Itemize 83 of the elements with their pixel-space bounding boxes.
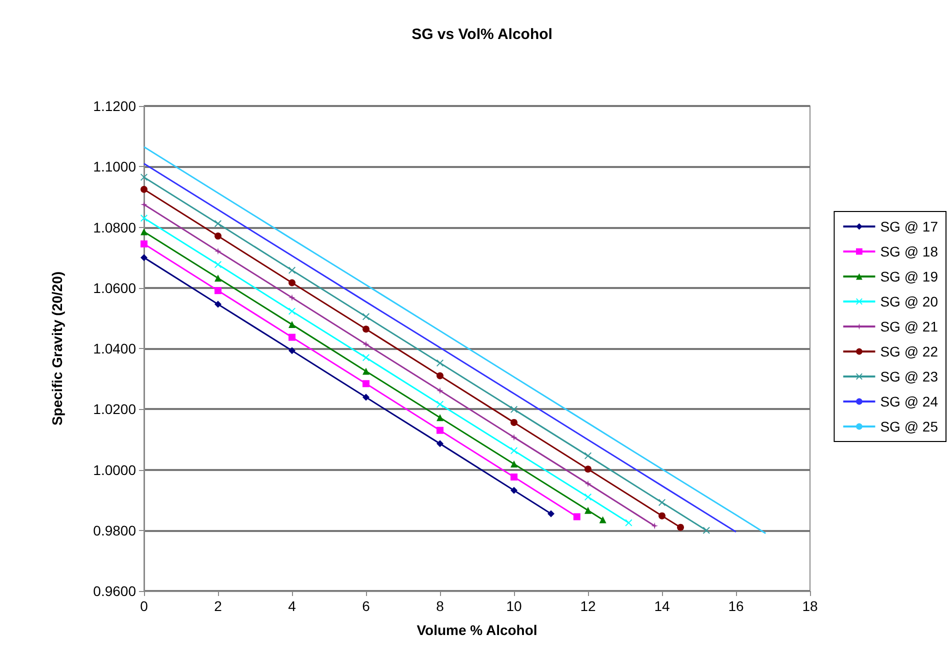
point (702, 526, 710, 534)
point (658, 512, 666, 520)
point (288, 347, 296, 354)
point (510, 486, 518, 494)
point (436, 414, 444, 422)
y-tick-label: 1.0400 (93, 340, 136, 356)
legend-label: SG @ 22 (880, 344, 938, 360)
y-tick-label: 1.0600 (93, 280, 136, 296)
y-tick-label: 1.1000 (93, 158, 136, 175)
point (214, 287, 222, 294)
point (436, 426, 444, 434)
point (436, 440, 444, 448)
point (140, 186, 148, 193)
point (584, 466, 592, 473)
point (510, 460, 518, 468)
x-tick-label: 6 (362, 598, 370, 614)
point (510, 434, 518, 441)
point (214, 261, 222, 268)
x-tick-label: 18 (802, 598, 818, 614)
x-tick-label: 8 (436, 598, 444, 614)
point (214, 248, 222, 255)
point (362, 326, 370, 333)
point (436, 387, 444, 394)
point (362, 394, 370, 401)
x-tick-label: 12 (580, 598, 596, 614)
y-axis-title: Specific Gravity (20/20) (49, 271, 65, 426)
point (677, 524, 684, 531)
point (548, 510, 554, 518)
point (140, 240, 148, 248)
point (584, 506, 592, 514)
x-tick-label: 16 (728, 598, 744, 614)
point (288, 321, 296, 328)
point (625, 519, 632, 526)
legend-label: SG @ 17 (880, 218, 938, 234)
x-tick-label: 10 (506, 598, 522, 614)
legend-label: SG @ 24 (880, 394, 938, 410)
point (584, 480, 592, 488)
point (658, 498, 666, 506)
point (362, 380, 370, 388)
y-tick-label: 1.0200 (93, 401, 136, 418)
point (362, 340, 370, 348)
x-tick-label: 0 (140, 598, 148, 614)
point (436, 372, 444, 380)
point (510, 447, 518, 454)
point (214, 220, 222, 228)
point (214, 300, 222, 308)
point (599, 516, 606, 524)
point (288, 279, 296, 286)
point (214, 232, 222, 240)
point (510, 474, 518, 481)
point (510, 406, 518, 413)
point (140, 214, 148, 222)
point (288, 334, 296, 341)
legend-label: SG @ 21 (880, 318, 938, 334)
point (584, 494, 592, 501)
point (288, 294, 296, 302)
point (436, 360, 444, 367)
y-tick-label: 1.1200 (93, 98, 136, 114)
point (584, 452, 592, 460)
point (362, 368, 370, 375)
point (651, 522, 658, 530)
legend-label: SG @ 18 (880, 244, 938, 260)
legend-label: SG @ 20 (880, 294, 938, 310)
point (362, 313, 370, 320)
y-tick-label: 1.0000 (93, 462, 136, 478)
point (362, 354, 370, 362)
point (140, 254, 148, 262)
chart-title: SG vs Vol% Alcohol (412, 26, 552, 43)
point (214, 274, 222, 282)
legend-label: SG @ 23 (880, 368, 938, 384)
legend-label: SG @ 25 (880, 418, 938, 434)
x-axis-title: Volume % Alcohol (416, 622, 538, 638)
y-tick-label: 0.9600 (93, 583, 136, 599)
point (510, 418, 518, 426)
y-tick-label: 0.9800 (93, 522, 136, 538)
point (573, 513, 580, 520)
y-tick-label: 1.0800 (93, 219, 136, 236)
legend-label: SG @ 19 (880, 268, 938, 284)
x-tick-label: 14 (654, 598, 670, 614)
x-tick-label: 4 (288, 598, 296, 614)
point (140, 201, 148, 208)
x-tick-label: 2 (214, 598, 222, 614)
point (140, 228, 148, 236)
